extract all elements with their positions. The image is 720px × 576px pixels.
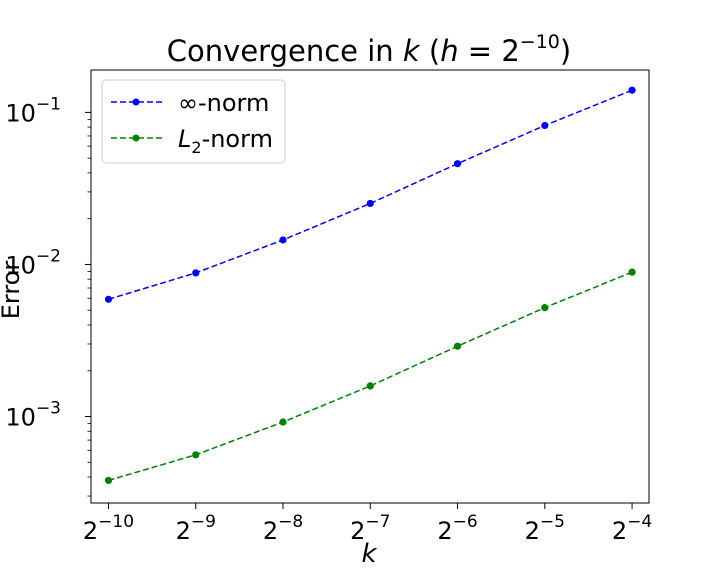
data-point bbox=[104, 295, 113, 303]
y-minor-ticks bbox=[87, 118, 91, 497]
x-tick-label: 2−4 bbox=[612, 512, 652, 545]
legend-marker-inf-norm bbox=[132, 98, 140, 106]
data-point bbox=[541, 121, 549, 130]
x-tick-label: 2−8 bbox=[263, 512, 303, 545]
data-point bbox=[453, 160, 462, 168]
legend-box bbox=[101, 79, 286, 164]
y-tick-label: 10−2 bbox=[5, 246, 61, 279]
x-tick-label: 2−7 bbox=[350, 512, 390, 545]
data-point bbox=[366, 199, 374, 208]
legend-label-l2-norm: L2-norm bbox=[178, 125, 273, 157]
x-tick-label: 2−6 bbox=[437, 512, 477, 545]
series-layer bbox=[104, 86, 636, 485]
data-point bbox=[628, 86, 636, 94]
x-tick-label: 2−5 bbox=[525, 512, 565, 545]
series-line-1 bbox=[108, 271, 633, 482]
data-point bbox=[104, 476, 113, 485]
y-tick-label: 10−1 bbox=[5, 94, 61, 127]
data-point bbox=[192, 451, 200, 459]
data-point bbox=[541, 304, 549, 312]
y-axis-label: Error bbox=[0, 261, 25, 320]
data-point bbox=[279, 418, 287, 426]
data-point bbox=[628, 268, 636, 276]
x-axis-ticks: 2−10 2−9 2−8 2−7 2−6 2−5 2−4 bbox=[83, 503, 652, 545]
data-point bbox=[366, 382, 374, 390]
x-axis-label: k bbox=[361, 539, 377, 569]
legend: ∞-norm L2-norm bbox=[101, 79, 286, 164]
x-tick-label: 2−9 bbox=[176, 512, 216, 545]
y-axis-ticks: 10−1 10−2 10−3 bbox=[5, 94, 91, 432]
y-tick-label: 10−3 bbox=[5, 399, 61, 432]
data-point bbox=[192, 269, 200, 277]
legend-label-inf-norm: ∞-norm bbox=[178, 89, 269, 117]
legend-marker-l2-norm bbox=[132, 134, 140, 142]
chart-title: Convergence in k (h = 2−10) bbox=[167, 31, 571, 68]
data-point bbox=[453, 342, 462, 350]
x-tick-label: 2−10 bbox=[83, 512, 134, 545]
data-point bbox=[279, 236, 287, 244]
